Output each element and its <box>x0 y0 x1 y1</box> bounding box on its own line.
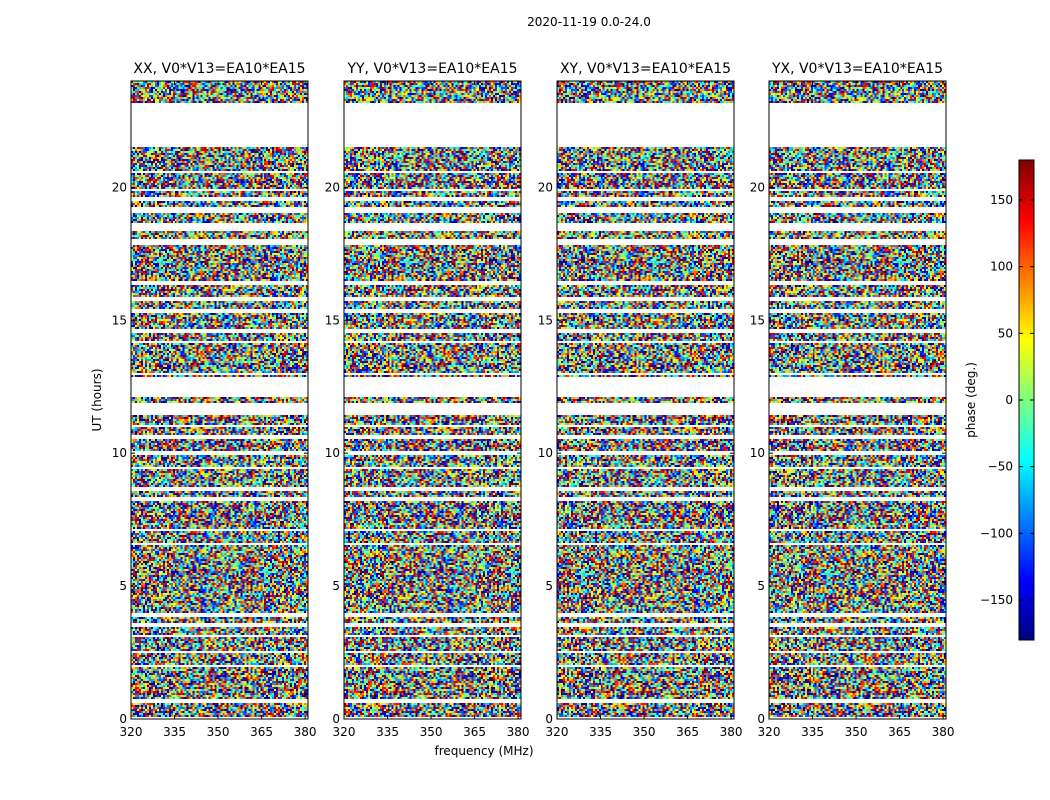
x-tick-label: 365 <box>463 725 486 739</box>
y-tick-label: 20 <box>325 180 340 194</box>
panel-title: YY, V0*V13=EA10*EA15 <box>346 61 517 77</box>
colorbar-tick-label: −150 <box>980 593 1013 607</box>
x-tick-label: 350 <box>420 725 443 739</box>
x-tick-label: 335 <box>376 725 399 739</box>
x-tick-label: 320 <box>546 725 569 739</box>
y-tick-label: 15 <box>325 313 340 327</box>
plot-frame <box>556 80 735 720</box>
panel-xx: XX, V0*V13=EA10*EA15 320 335 350 365 380 0 5 10 1… <box>112 61 317 739</box>
x-tick-label: 320 <box>333 725 356 739</box>
figure-suptitle: 2020-11-19 0.0-24.0 <box>527 15 651 29</box>
y-tick-label: 0 <box>332 712 340 726</box>
panel-yx: YX, V0*V13=EA10*EA15 320 335 350 365 380 0 5 10 1… <box>750 61 955 739</box>
y-tick-label: 5 <box>757 579 765 593</box>
x-axis-label: frequency (MHz) <box>434 744 533 758</box>
x-tick-label: 380 <box>294 725 317 739</box>
panels: XX, V0*V13=EA10*EA15 320 335 350 365 380 0 5 10 1… <box>112 61 955 739</box>
y-tick-label: 20 <box>538 180 553 194</box>
y-axis-label: UT (hours) <box>90 368 104 431</box>
colorbar-tick-label: 0 <box>1005 393 1013 407</box>
x-tick-label: 335 <box>589 725 612 739</box>
x-tick-label: 335 <box>163 725 186 739</box>
y-tick-label: 15 <box>750 313 765 327</box>
x-tick-label: 380 <box>932 725 955 739</box>
y-tick-label: 10 <box>538 446 553 460</box>
heatmap-xy <box>557 81 734 719</box>
x-tick-label: 350 <box>845 725 868 739</box>
y-tick-label: 5 <box>119 579 127 593</box>
panel-title: YX, V0*V13=EA10*EA15 <box>771 61 943 77</box>
colorbar-tick-label: 100 <box>990 260 1013 274</box>
y-tick-label: 20 <box>112 180 127 194</box>
x-tick-label: 350 <box>633 725 656 739</box>
y-tick-label: 0 <box>757 712 765 726</box>
y-tick-label: 0 <box>545 712 553 726</box>
y-tick-label: 10 <box>750 446 765 460</box>
y-tick-label: 0 <box>119 712 127 726</box>
panel-title: XY, V0*V13=EA10*EA15 <box>560 61 731 77</box>
panel-yy: YY, V0*V13=EA10*EA15 320 335 350 365 380 0 5 10 1… <box>325 61 530 739</box>
x-tick-label: 365 <box>250 725 273 739</box>
plot-frame <box>768 80 947 720</box>
colorbar-tick-label: −100 <box>980 526 1013 540</box>
y-tick-label: 10 <box>325 446 340 460</box>
y-tick-label: 5 <box>332 579 340 593</box>
x-tick-label: 380 <box>720 725 743 739</box>
colorbar: −150 −100 −50 0 50 100 150 phase (deg.) <box>964 159 1035 641</box>
y-tick-label: 15 <box>538 313 553 327</box>
x-tick-label: 365 <box>888 725 911 739</box>
heatmap-yy <box>344 81 521 719</box>
y-tick-label: 15 <box>112 313 127 327</box>
plot-frame <box>343 80 522 720</box>
y-tick-label: 5 <box>545 579 553 593</box>
x-tick-label: 320 <box>120 725 143 739</box>
x-tick-label: 350 <box>207 725 230 739</box>
colorbar-tick-label: 50 <box>998 326 1013 340</box>
panel-xy: XY, V0*V13=EA10*EA15 320 335 350 365 380 0 5 10 1… <box>538 61 743 739</box>
plot-frame <box>130 80 309 720</box>
y-tick-label: 20 <box>750 180 765 194</box>
panel-title: XX, V0*V13=EA10*EA15 <box>133 61 305 77</box>
colorbar-label: phase (deg.) <box>964 362 978 438</box>
y-tick-label: 10 <box>112 446 127 460</box>
x-tick-label: 335 <box>801 725 824 739</box>
heatmap-xx <box>131 81 308 719</box>
colorbar-ticks: −150 −100 −50 0 50 100 150 <box>980 193 1034 607</box>
heatmap-yx <box>769 81 946 719</box>
x-tick-label: 380 <box>507 725 530 739</box>
colorbar-tick-label: 150 <box>990 193 1013 207</box>
colorbar-tick-label: −50 <box>988 460 1013 474</box>
x-tick-label: 320 <box>758 725 781 739</box>
x-tick-label: 365 <box>676 725 699 739</box>
